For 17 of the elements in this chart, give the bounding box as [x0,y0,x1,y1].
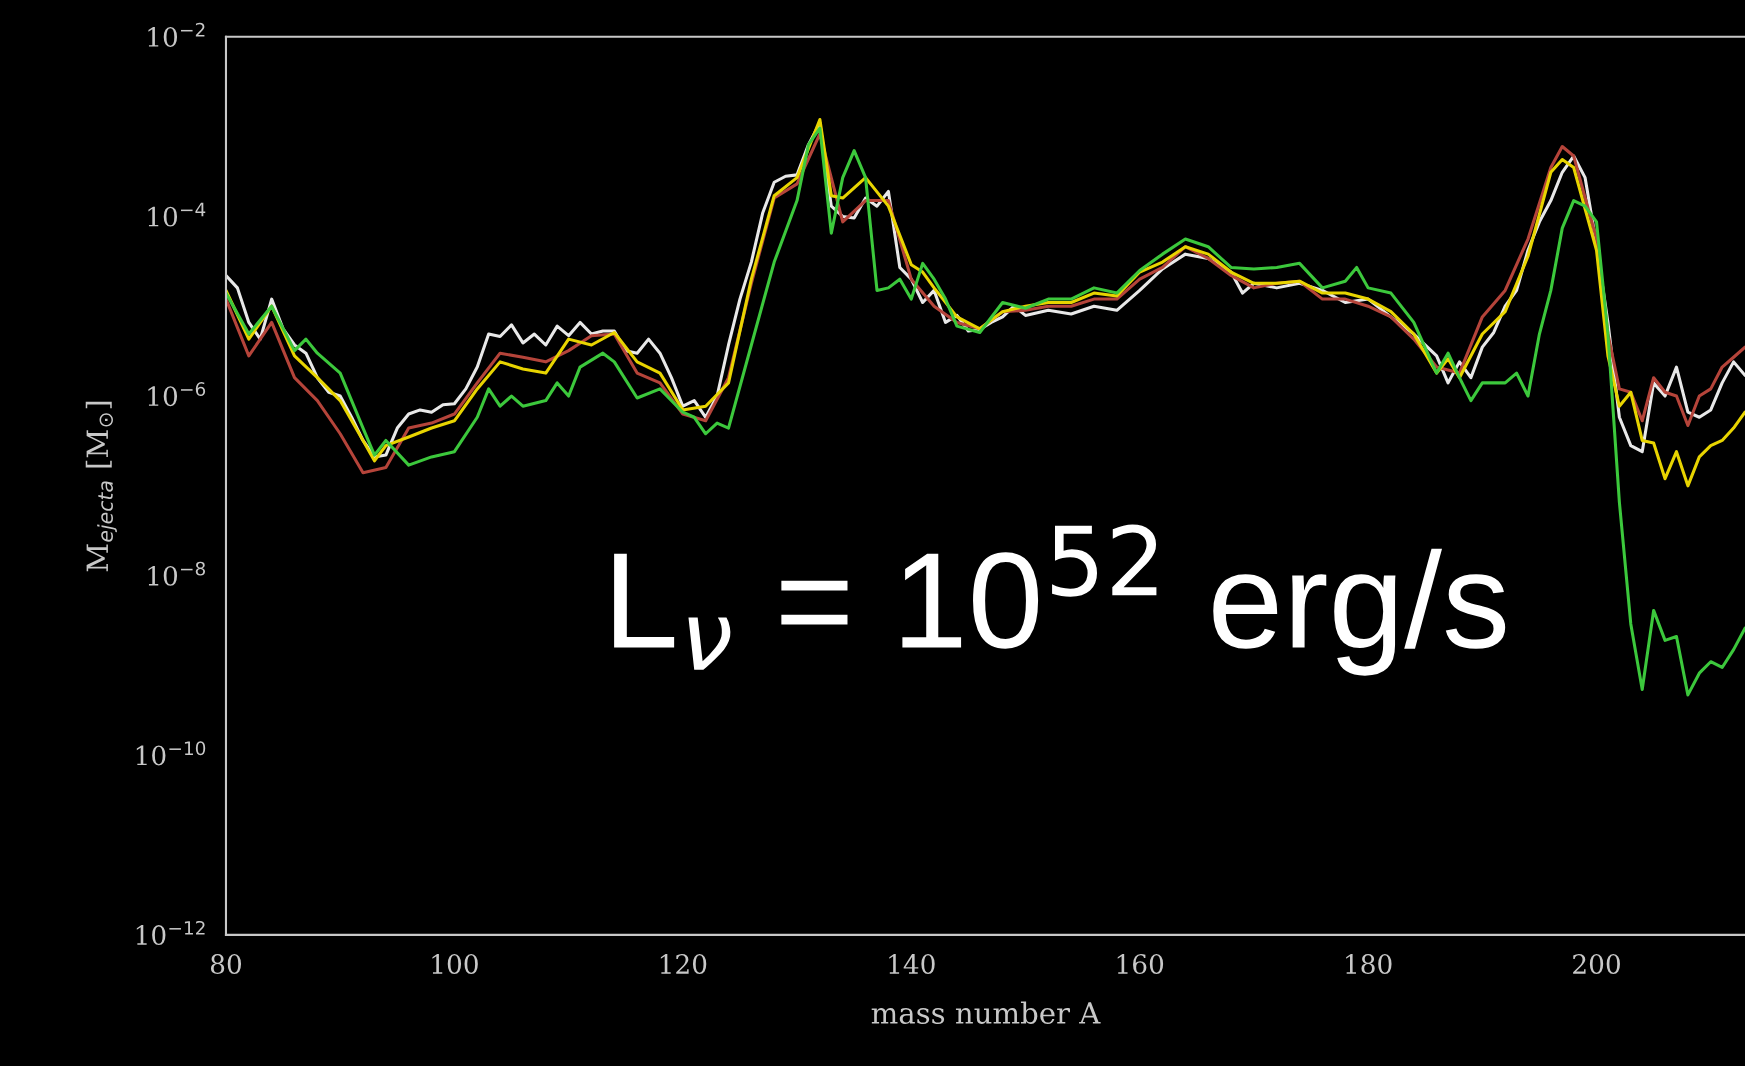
x-tick-label: 80 [210,954,242,975]
y-axis-title: M$_{ejecta}$ [M$_{⊙}$] [85,401,117,572]
x-tick-label: 180 [1346,954,1392,975]
y-tick-label: 10$^{−6}$ [148,382,206,407]
y-tick-label: 10$^{−12}$ [136,920,205,946]
x-tick-label: 140 [889,954,935,975]
x-tick-label: 200 [1573,954,1620,975]
y-tick-label: 10$^{−8}$ [148,561,206,586]
x-tick-label: 120 [660,954,707,975]
x-axis-title: mass number A [871,1001,1101,1024]
y-tick-label: 10$^{−4}$ [148,202,206,227]
annotation: L$_{ν}$ = 10$^{52}$ erg/s [614,524,1506,676]
line-series [225,126,1745,697]
y-tick-label: 10$^{−10}$ [136,741,206,766]
x-tick-label: 160 [1117,954,1164,975]
y-tick-label: 10$^{−2}$ [148,22,205,47]
x-tick-label: 100 [432,954,478,975]
